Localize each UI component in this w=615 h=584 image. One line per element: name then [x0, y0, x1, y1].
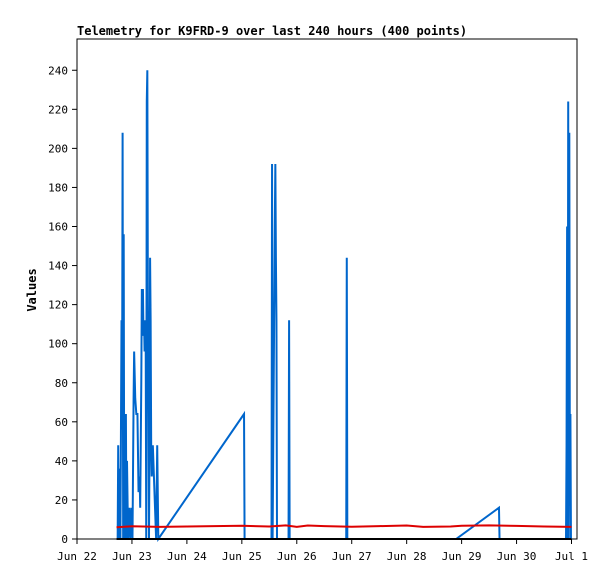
y-tick-label: 20	[55, 494, 68, 507]
y-tick-label: 80	[55, 377, 68, 390]
x-tick-label: Jun 23	[112, 550, 152, 563]
series-line-2	[116, 524, 572, 529]
x-tick-label: Jun 24	[167, 550, 207, 563]
y-tick-label: 0	[61, 533, 68, 546]
x-tick-label: Jun 29	[442, 550, 482, 563]
x-tick-label: Jun 25	[222, 550, 262, 563]
plot-area: 0 20 40 60 80 100 120 140 160 180 200 220 240 Jun 22 J…	[48, 38, 588, 563]
x-tick-label: Jun 22	[57, 550, 97, 563]
y-tick-label: 120	[48, 299, 68, 312]
y-tick-label: 100	[48, 338, 68, 351]
y-tick-label: 220	[48, 103, 68, 116]
y-tick-label: 60	[55, 416, 68, 429]
y-tick-label: 40	[55, 455, 68, 468]
x-tick-label: Jun 28	[387, 550, 427, 563]
y-tick-label: 240	[48, 64, 68, 77]
x-tick-label: Jun 30	[497, 550, 537, 563]
series-line-1	[116, 70, 572, 543]
x-tick-label: Jun 26	[277, 550, 317, 563]
y-axis-label: Values	[25, 268, 39, 311]
y-tick-label: 200	[48, 142, 68, 155]
y-tick-label: 180	[48, 181, 68, 194]
x-tick-label: Jul 1	[555, 550, 588, 563]
y-tick-label: 140	[48, 260, 68, 273]
y-tick-label: 160	[48, 221, 68, 234]
x-tick-label: Jun 27	[332, 550, 372, 563]
chart-title: Telemetry for K9FRD-9 over last 240 hour…	[77, 24, 467, 38]
